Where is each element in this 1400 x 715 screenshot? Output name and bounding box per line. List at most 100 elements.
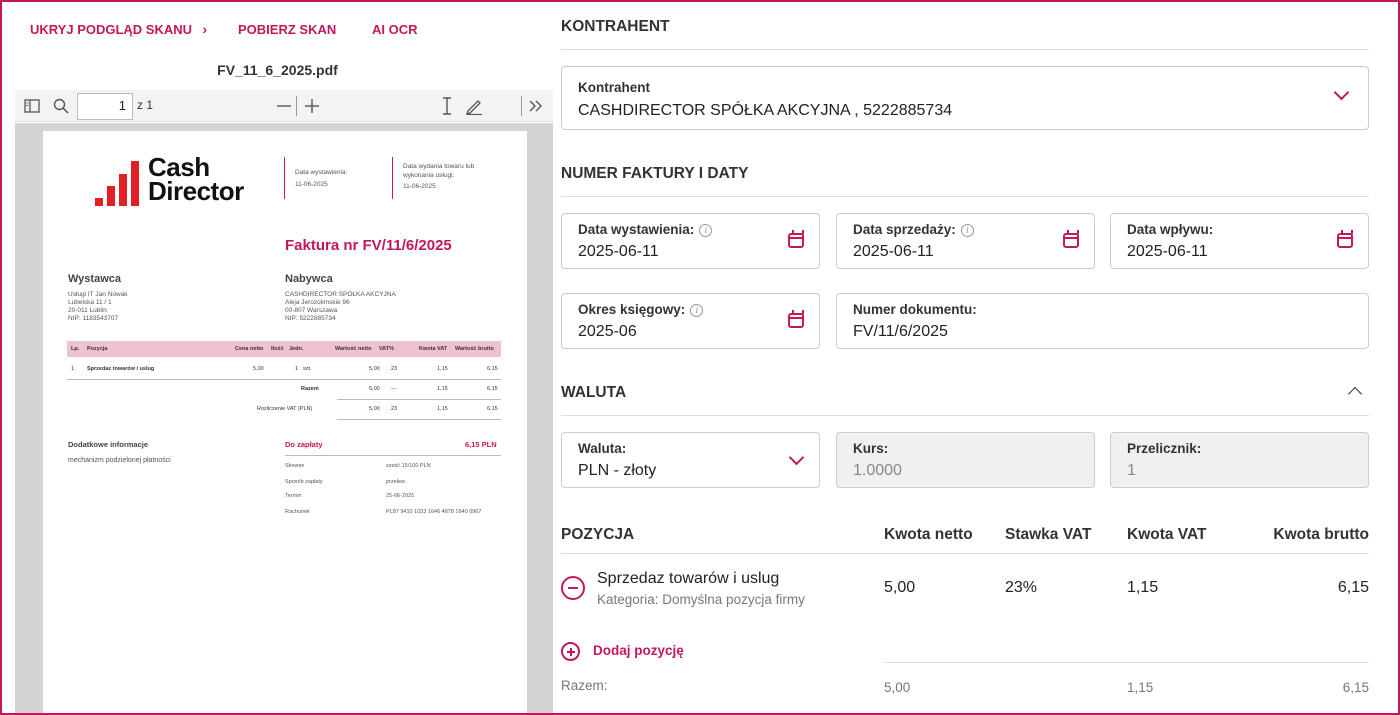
pdf-seller-title: Wystawca [68,273,121,285]
sale-date-field[interactable]: Data sprzedaży: i 2025-06-11 [836,213,1095,269]
pdf-th: Kwota VAT [419,346,448,352]
zoom-in-icon[interactable] [305,99,319,113]
calendar-icon[interactable] [1337,230,1353,248]
logo-line2: Director [148,176,244,206]
pdf-extra-text: mechanizm podzielonej płatności [68,457,171,464]
col-header-vat-rate: Stawka VAT [1005,526,1092,543]
ai-ocr-link[interactable]: AI OCR [372,21,418,39]
pdf-td: 1 [295,366,299,372]
accounting-period-field[interactable]: Okres księgowy: i 2025-06 [561,293,820,349]
pdf-words-label: Słownie [285,463,305,469]
sidebar-toggle-icon[interactable] [24,99,40,113]
hide-preview-label: UKRYJ PODGLĄD SKANU [30,22,193,37]
zoom-out-icon[interactable] [277,105,291,107]
text-cursor-icon[interactable] [441,97,453,115]
pdf-account-label: Rachunek [285,509,310,515]
contractor-select[interactable]: Kontrahent CASHDIRECTOR SPÓŁKA AKCYJNA ,… [561,66,1369,130]
receipt-date-value: 2025-06-11 [1127,243,1208,260]
info-icon[interactable]: i [699,224,713,237]
currency-section-title: WALUTA [561,384,627,401]
pdf-th: Cena netto [235,346,264,352]
page-total: z 1 [137,98,154,112]
document-number-label: Numer dokumentu: [853,302,977,317]
pdf-viewer[interactable]: Cash Director Data wystawienia: 11-06-20… [15,123,553,713]
page-number-input[interactable]: 1 [77,93,133,120]
sum-gross: 6,15 [1342,680,1369,695]
search-icon[interactable] [53,98,69,114]
exchange-rate-field: Kurs: 1.0000 [836,432,1095,488]
sale-date-value: 2025-06-11 [853,243,934,260]
pdf-th: Lp. [71,346,80,352]
divider [561,415,1369,416]
currency-label: Waluta: [578,441,627,456]
pdf-delivery-label: Data wydania towaru lub [403,163,475,170]
divider [561,196,1369,197]
divider [561,49,1369,50]
issue-date-field[interactable]: Data wystawienia: i 2025-06-11 [561,213,820,269]
draw-pen-icon[interactable] [465,97,483,115]
pdf-to-pay-value: 6,15 PLN [465,440,497,449]
plus-icon [561,642,580,661]
hide-preview-link[interactable]: UKRYJ PODGLĄD SKANU › [30,21,207,39]
pdf-issue-label: Data wystawienia: [295,169,348,176]
download-scan-link[interactable]: POBIERZ SKAN [238,21,336,39]
converter-field: Przelicznik: 1 [1110,432,1369,488]
contractor-section-title: KONTRAHENT [561,18,670,35]
info-icon[interactable]: i [690,304,704,317]
positions-section-title: POZYCJA [561,526,635,543]
col-header-gross: Kwota brutto [1273,526,1369,543]
pdf-td: --- [391,386,397,392]
logo-text: Cash Director [148,152,244,206]
divider [884,662,1369,663]
issue-date-value: 2025-06-11 [578,243,659,260]
toolbar-divider [521,96,522,116]
currency-value: PLN - złoty [578,462,657,479]
pdf-words-value: sześć 15/100 PLN [386,463,431,469]
pdf-line [285,455,501,456]
pdf-table-line [67,379,501,380]
receipt-date-field[interactable]: Data wpływu: 2025-06-11 [1110,213,1369,269]
double-chevron-right-icon[interactable] [529,100,543,112]
accounting-period-value: 2025-06 [578,323,637,340]
pdf-seller-line: NIP: 1183543707 [68,315,119,322]
sale-date-label: Data sprzedaży: [853,222,956,237]
col-header-vat: Kwota VAT [1127,526,1207,543]
chevron-up-icon[interactable] [1347,386,1363,402]
pdf-th: Wartość brutto [455,346,494,352]
currency-select[interactable]: Waluta: PLN - złoty [561,432,820,488]
pdf-th: Ilość [271,346,284,352]
pdf-td: Sprzedaz towarów i uslug [87,366,155,372]
pdf-td: 6,15 [487,386,498,392]
pdf-seller-line: 20-011 Lublin [68,307,107,314]
document-number-field[interactable]: Numer dokumentu: FV/11/6/2025 [836,293,1369,349]
pdf-td: 1. [71,366,76,372]
calendar-icon[interactable] [788,230,804,248]
exchange-rate-value: 1.0000 [853,462,902,479]
calendar-icon[interactable] [788,310,804,328]
pdf-delivery-date: 11-06-2025 [403,183,436,190]
header-divider [392,157,393,199]
chevron-down-icon[interactable] [788,449,805,466]
pdf-td: 5,00 [369,406,380,412]
pdf-td: Rozliczenie VAT (PLN) [257,406,313,412]
add-position-button[interactable]: Dodaj pozycję [561,641,701,665]
pdf-buyer-line: NIP: 5222885734 [285,315,336,322]
remove-position-icon[interactable] [561,576,585,600]
calendar-icon[interactable] [1063,230,1079,248]
logo-line1: Cash [148,152,210,182]
pdf-th: Pozycja [87,346,108,352]
document-number-value: FV/11/6/2025 [853,323,948,340]
pdf-method-value: przelew [386,479,405,485]
chevron-down-icon[interactable] [1333,84,1350,101]
pdf-due-label: Termin [285,493,302,499]
position-name[interactable]: Sprzedaz towarów i uslug [597,570,780,587]
pdf-th: Wartość netto [335,346,372,352]
pdf-due-value: 25-06-2025 [386,493,415,499]
pdf-th: VAT% [379,346,395,352]
pdf-seller-line: Usługi IT Jan Nowak [68,291,128,298]
position-gross: 6,15 [1337,579,1369,596]
pdf-buyer-line: Aleja Jerozolimskie 96 [285,299,350,306]
ai-ocr-label: AI OCR [372,22,418,37]
info-icon[interactable]: i [960,224,974,237]
pdf-th: Jedn. [289,346,304,352]
